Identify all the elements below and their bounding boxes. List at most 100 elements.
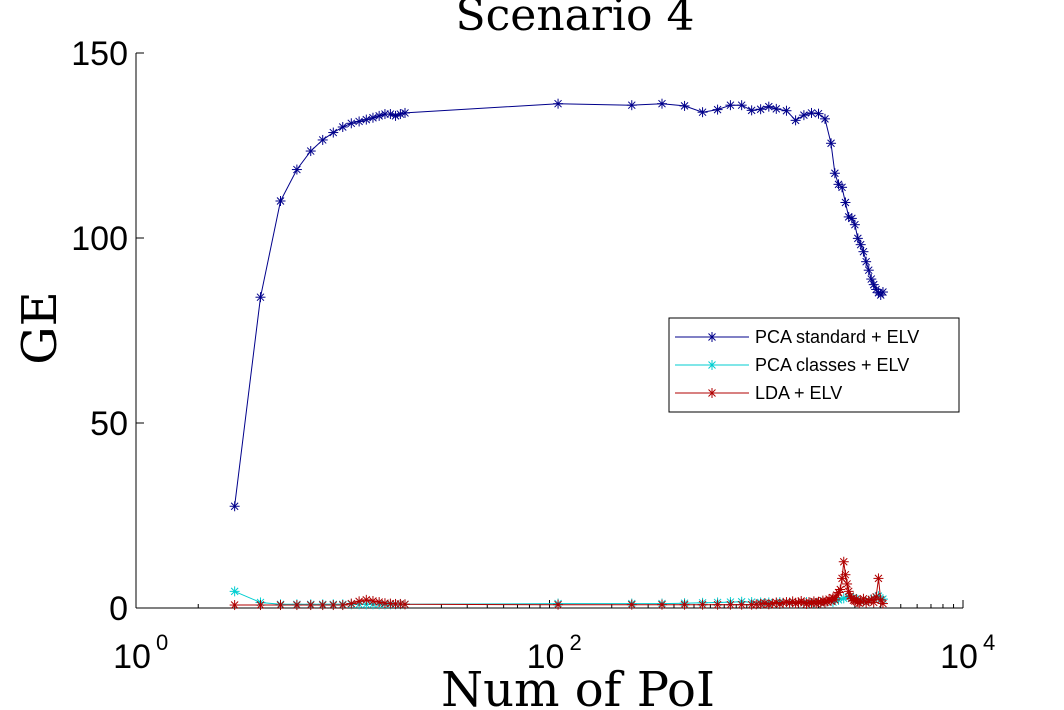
data-point bbox=[328, 127, 339, 138]
series-line bbox=[234, 561, 884, 606]
data-point bbox=[291, 600, 302, 611]
data-point bbox=[626, 100, 637, 111]
data-point bbox=[697, 107, 708, 118]
data-point bbox=[813, 108, 824, 119]
x-axis-label: Num of PoI bbox=[441, 662, 715, 710]
y-tick-label: 50 bbox=[90, 405, 128, 443]
series-2 bbox=[229, 556, 888, 611]
x-tick-label: 10 bbox=[113, 638, 151, 676]
data-point bbox=[837, 182, 848, 193]
data-point bbox=[305, 146, 316, 157]
data-point bbox=[346, 598, 357, 609]
data-point bbox=[826, 138, 837, 149]
y-tick-label: 100 bbox=[71, 220, 128, 258]
data-point bbox=[842, 578, 853, 589]
data-point bbox=[849, 219, 860, 230]
data-point bbox=[361, 594, 372, 605]
data-point bbox=[255, 292, 266, 303]
x-tick-exponent: 2 bbox=[570, 630, 582, 655]
data-point bbox=[229, 600, 240, 611]
data-point bbox=[305, 600, 316, 611]
data-point bbox=[656, 98, 667, 109]
chart-title: Scenario 4 bbox=[456, 0, 695, 41]
data-point bbox=[229, 501, 240, 512]
legend-entry: LDA + ELV bbox=[755, 383, 842, 403]
data-point bbox=[367, 595, 378, 606]
data-point bbox=[877, 287, 888, 298]
data-point bbox=[873, 573, 884, 584]
data-point bbox=[679, 100, 690, 111]
data-point bbox=[275, 600, 286, 611]
data-point bbox=[656, 599, 667, 610]
data-point bbox=[317, 600, 328, 611]
y-tick-label: 150 bbox=[71, 35, 128, 73]
data-point bbox=[317, 134, 328, 145]
legend: PCA standard + ELV PCA classes + ELV LDA +… bbox=[668, 317, 960, 413]
data-point bbox=[875, 289, 886, 300]
legend-swatch-marker bbox=[707, 332, 717, 342]
data-point bbox=[855, 239, 866, 250]
data-point bbox=[778, 597, 789, 608]
data-point bbox=[763, 101, 774, 112]
data-point bbox=[771, 103, 782, 114]
data-point bbox=[255, 600, 266, 611]
data-point bbox=[829, 168, 840, 179]
data-point bbox=[328, 600, 339, 611]
data-point bbox=[819, 113, 830, 124]
data-point bbox=[354, 116, 365, 127]
series-0 bbox=[229, 98, 888, 512]
series-layer bbox=[229, 98, 888, 611]
data-point bbox=[840, 569, 851, 580]
data-point bbox=[697, 599, 708, 610]
data-point bbox=[367, 112, 378, 123]
data-point bbox=[337, 122, 348, 132]
x-tick-label: 10 bbox=[940, 638, 978, 676]
y-axis-label: GE bbox=[12, 291, 68, 364]
data-point bbox=[291, 164, 302, 175]
data-point bbox=[736, 100, 747, 111]
x-tick-exponent: 0 bbox=[156, 630, 168, 655]
data-point bbox=[806, 107, 817, 118]
data-point bbox=[679, 599, 690, 610]
data-point bbox=[840, 197, 851, 208]
data-point bbox=[861, 256, 872, 267]
series-line bbox=[234, 103, 884, 507]
data-point bbox=[858, 246, 869, 257]
data-point bbox=[755, 104, 766, 115]
data-point bbox=[781, 105, 792, 116]
data-point bbox=[712, 104, 723, 115]
data-point bbox=[361, 114, 372, 125]
data-point bbox=[275, 196, 286, 206]
x-tick-label: 10 bbox=[527, 638, 565, 676]
data-point bbox=[835, 584, 846, 595]
legend-swatch-marker bbox=[707, 360, 717, 370]
data-point bbox=[838, 556, 849, 567]
data-point bbox=[354, 596, 365, 607]
data-point bbox=[346, 118, 357, 129]
data-point bbox=[725, 100, 736, 111]
data-point bbox=[229, 586, 240, 597]
data-point bbox=[796, 595, 807, 606]
data-point bbox=[798, 110, 809, 121]
data-point bbox=[863, 265, 874, 276]
data-point bbox=[725, 599, 736, 610]
data-point bbox=[337, 600, 348, 611]
data-point bbox=[833, 587, 844, 598]
legend-entry: PCA standard + ELV bbox=[755, 327, 919, 347]
data-point bbox=[736, 599, 747, 610]
data-point bbox=[553, 98, 564, 109]
y-tick-label: 0 bbox=[109, 590, 128, 628]
data-point bbox=[712, 599, 723, 610]
legend-swatch-marker bbox=[707, 388, 717, 398]
x-tick-exponent: 4 bbox=[983, 630, 995, 655]
data-point bbox=[846, 213, 857, 224]
data-point bbox=[399, 599, 410, 610]
data-point bbox=[877, 598, 888, 609]
data-point bbox=[399, 107, 410, 118]
data-point bbox=[626, 599, 637, 610]
data-point bbox=[790, 115, 801, 126]
legend-entry: PCA classes + ELV bbox=[755, 355, 909, 375]
data-point bbox=[553, 599, 564, 610]
